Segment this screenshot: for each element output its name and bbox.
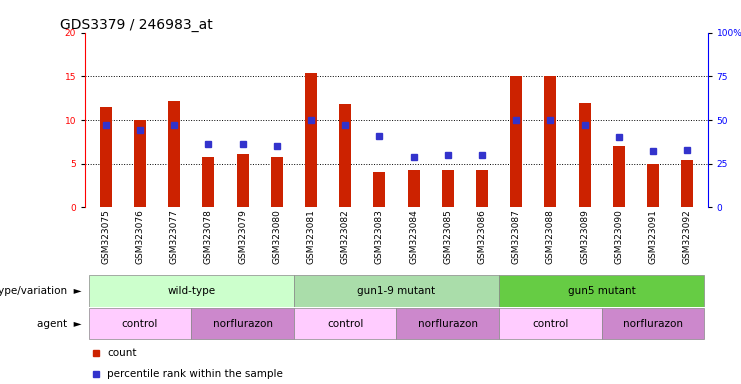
- Bar: [89, 308, 191, 339]
- Bar: [681, 160, 693, 207]
- Bar: [613, 146, 625, 207]
- Text: GSM323079: GSM323079: [238, 209, 247, 264]
- Text: gun1-9 mutant: gun1-9 mutant: [357, 286, 436, 296]
- Text: genotype/variation  ►: genotype/variation ►: [0, 286, 82, 296]
- Text: GSM323085: GSM323085: [443, 209, 452, 264]
- Bar: [499, 308, 602, 339]
- Bar: [602, 308, 704, 339]
- Bar: [373, 172, 385, 207]
- Text: percentile rank within the sample: percentile rank within the sample: [107, 369, 283, 379]
- Bar: [579, 103, 591, 207]
- Bar: [499, 275, 704, 306]
- Bar: [647, 164, 659, 207]
- Text: gun5 mutant: gun5 mutant: [568, 286, 636, 296]
- Bar: [294, 308, 396, 339]
- Bar: [305, 73, 317, 207]
- Bar: [100, 107, 112, 207]
- Bar: [408, 170, 419, 207]
- Bar: [236, 154, 248, 207]
- Text: GSM323077: GSM323077: [170, 209, 179, 264]
- Text: GSM323078: GSM323078: [204, 209, 213, 264]
- Text: GSM323086: GSM323086: [477, 209, 486, 264]
- Text: control: control: [327, 318, 363, 329]
- Bar: [476, 170, 488, 207]
- Text: control: control: [532, 318, 568, 329]
- Bar: [168, 101, 180, 207]
- Text: norflurazon: norflurazon: [623, 318, 683, 329]
- Bar: [89, 275, 294, 306]
- Text: norflurazon: norflurazon: [418, 318, 478, 329]
- Bar: [545, 76, 556, 207]
- Bar: [396, 308, 499, 339]
- Text: count: count: [107, 348, 137, 358]
- Text: GSM323080: GSM323080: [272, 209, 282, 264]
- Bar: [270, 157, 283, 207]
- Text: GSM323087: GSM323087: [511, 209, 521, 264]
- Text: GSM323076: GSM323076: [136, 209, 144, 264]
- Text: GSM323088: GSM323088: [546, 209, 555, 264]
- Text: agent  ►: agent ►: [37, 318, 82, 329]
- Text: GSM323091: GSM323091: [648, 209, 657, 264]
- Text: GSM323084: GSM323084: [409, 209, 418, 264]
- Bar: [510, 76, 522, 207]
- Text: norflurazon: norflurazon: [213, 318, 273, 329]
- Text: GSM323082: GSM323082: [341, 209, 350, 264]
- Bar: [202, 157, 214, 207]
- Text: GSM323075: GSM323075: [102, 209, 110, 264]
- Bar: [442, 170, 453, 207]
- Text: GDS3379 / 246983_at: GDS3379 / 246983_at: [59, 18, 213, 31]
- Text: GSM323090: GSM323090: [614, 209, 623, 264]
- Text: control: control: [122, 318, 158, 329]
- Text: GSM323089: GSM323089: [580, 209, 589, 264]
- Bar: [134, 120, 146, 207]
- Bar: [191, 308, 294, 339]
- Text: wild-type: wild-type: [167, 286, 216, 296]
- Text: GSM323081: GSM323081: [307, 209, 316, 264]
- Text: GSM323083: GSM323083: [375, 209, 384, 264]
- Text: GSM323092: GSM323092: [682, 209, 691, 264]
- Bar: [294, 275, 499, 306]
- Bar: [339, 104, 351, 207]
